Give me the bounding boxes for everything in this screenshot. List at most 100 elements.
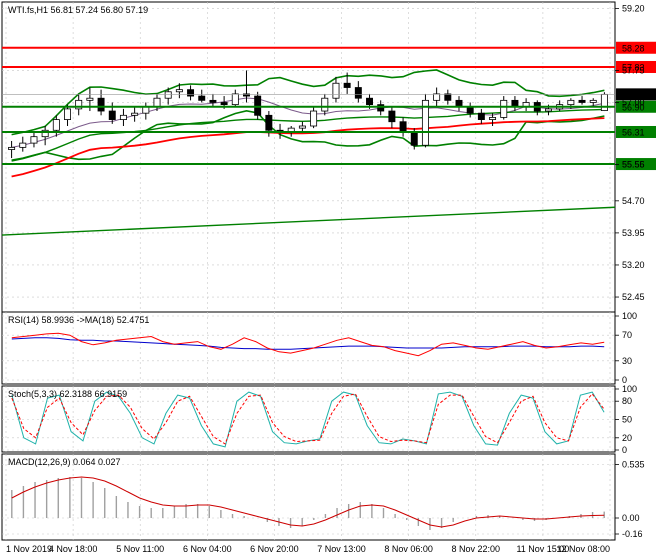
support-resistance-levels: 58.28 57.83 56.90 56.31 55.56 57.19 bbox=[2, 41, 656, 171]
candle-body bbox=[567, 99, 575, 106]
x-tick-label: 5 Nov 11:00 bbox=[116, 544, 164, 554]
bollinger-lower-band bbox=[11, 109, 605, 161]
candle-body bbox=[298, 125, 306, 129]
candle-body bbox=[243, 93, 250, 97]
rsi-axis-tick-label: 100 bbox=[622, 311, 637, 321]
price-axis-tick-label: 52.45 bbox=[622, 292, 645, 302]
candle-body bbox=[75, 99, 83, 110]
x-tick-label: 8 Nov 22:00 bbox=[452, 544, 501, 554]
macd-axis-tick-label: 0.00 bbox=[622, 513, 640, 523]
candle-body bbox=[8, 146, 16, 150]
price-axis-tick-label: 53.95 bbox=[622, 228, 645, 238]
macd-title: MACD(12,26,9) 0.064 0.027 bbox=[8, 457, 121, 467]
stoch-axis-tick-label: 0 bbox=[622, 445, 627, 455]
macd-signal-line bbox=[11, 476, 605, 528]
stoch-panel bbox=[1, 385, 616, 453]
candle-body bbox=[131, 112, 139, 116]
candle-body bbox=[64, 108, 71, 120]
price-axis-tick-label: 57.00 bbox=[622, 97, 645, 107]
candle-body bbox=[377, 104, 385, 112]
price-axis-tick-label: 57.75 bbox=[622, 65, 645, 75]
price-series bbox=[1, 69, 616, 236]
level-price-label: 56.31 bbox=[622, 127, 645, 137]
x-tick-label: 11 Nov 15:00 bbox=[516, 544, 569, 554]
candle-body bbox=[399, 121, 407, 133]
candle-body bbox=[198, 95, 206, 101]
axis-labels: 59.20 57.75 57.00 55.55 54.70 53.95 53.20 52.45… bbox=[6, 3, 645, 554]
candle-body bbox=[41, 129, 49, 138]
stoch-d-line bbox=[11, 393, 605, 445]
candle-body bbox=[388, 110, 396, 123]
candle-body bbox=[433, 93, 441, 101]
stoch-title: Stoch(5,3,3) 62.3188 66.9159 bbox=[8, 389, 127, 399]
price-axis-tick-label: 54.70 bbox=[622, 196, 645, 206]
candle-body bbox=[231, 93, 239, 106]
candle-body bbox=[545, 108, 552, 112]
level-price-tag bbox=[616, 60, 656, 73]
candle-body bbox=[321, 97, 329, 112]
candle-body bbox=[97, 97, 105, 112]
stochastic-series bbox=[11, 391, 605, 448]
rsi-axis-tick-label: 30 bbox=[622, 356, 632, 366]
x-tick-label: 1 Nov 2019 bbox=[6, 544, 52, 554]
stoch-axis-tick-label: 20 bbox=[622, 433, 632, 443]
stoch-axis-tick-label: 100 bbox=[622, 384, 637, 394]
candle-body bbox=[153, 97, 161, 108]
moving-average-red bbox=[11, 117, 605, 178]
candle-body bbox=[19, 142, 27, 148]
rsi-axis-tick-label: 70 bbox=[622, 330, 632, 340]
x-tick-label: 6 Nov 04:00 bbox=[183, 544, 232, 554]
current-price-label: 57.19 bbox=[622, 90, 645, 100]
price-axis-tick-label: 53.20 bbox=[622, 260, 645, 270]
candle-body bbox=[410, 132, 418, 146]
rsi-title: RSI(14) 58.9936 ->MA(18) 52.4751 bbox=[8, 315, 149, 325]
candle-body bbox=[343, 82, 351, 88]
candle-body bbox=[187, 89, 195, 97]
candle-body bbox=[477, 112, 485, 120]
candle-body bbox=[254, 95, 262, 116]
rsi-series bbox=[11, 332, 605, 357]
x-tick-label: 8 Nov 06:00 bbox=[384, 544, 433, 554]
candle-body bbox=[310, 110, 318, 127]
current-price-tag bbox=[616, 88, 656, 101]
candle-body bbox=[354, 87, 362, 99]
level-price-tag bbox=[616, 100, 656, 113]
price-axis-tick-label: 59.20 bbox=[622, 3, 645, 13]
candle-body bbox=[366, 97, 373, 106]
candle-body bbox=[444, 93, 452, 101]
candle-body bbox=[220, 102, 228, 106]
rsi-ma-line bbox=[11, 337, 605, 350]
x-tick-label: 6 Nov 20:00 bbox=[250, 544, 299, 554]
candle-body bbox=[86, 97, 94, 101]
candle-body bbox=[30, 136, 38, 144]
candle-body bbox=[421, 99, 429, 146]
candle-body bbox=[265, 114, 273, 131]
x-tick-label: 7 Nov 13:00 bbox=[317, 544, 366, 554]
main-panel bbox=[1, 1, 616, 313]
bollinger-upper-band bbox=[11, 69, 605, 136]
macd-series bbox=[11, 476, 605, 530]
stoch-axis-tick-label: 80 bbox=[622, 396, 632, 406]
level-price-tag bbox=[616, 125, 656, 138]
candle-body bbox=[578, 99, 586, 103]
macd-axis-tick-label: 0.535 bbox=[622, 460, 645, 470]
candle-body bbox=[119, 114, 127, 120]
rsi-axis-tick-label: 0 bbox=[622, 375, 627, 385]
candle-body bbox=[332, 82, 340, 99]
candle-body bbox=[108, 110, 116, 120]
level-price-label: 57.83 bbox=[622, 62, 645, 72]
level-price-tag bbox=[616, 41, 656, 54]
candle-body bbox=[589, 99, 597, 103]
level-price-label: 58.28 bbox=[622, 43, 645, 53]
x-tick-label: 4 Nov 18:00 bbox=[49, 544, 98, 554]
rsi-line bbox=[11, 332, 605, 357]
candle-body bbox=[489, 117, 497, 120]
long-trend-line bbox=[1, 206, 616, 236]
grid-layer bbox=[2, 2, 615, 540]
candle-body bbox=[175, 89, 183, 93]
x-tick-label: 12 Nov 08:00 bbox=[556, 544, 610, 554]
macd-axis-tick-label: -0.16 bbox=[622, 529, 643, 539]
candle-body bbox=[209, 99, 217, 103]
level-price-tag bbox=[616, 158, 656, 171]
